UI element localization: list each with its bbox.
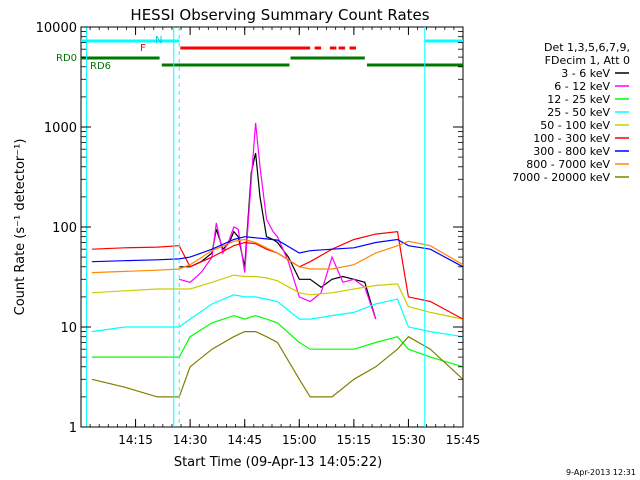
- legend-entry-label: 50 - 100 keV: [540, 119, 610, 132]
- legend-entry-label: 12 - 25 keV: [547, 93, 610, 106]
- y-axis-label: Count Rate (s⁻¹ detector⁻¹): [13, 139, 28, 316]
- series-line-6: [91, 230, 464, 320]
- legend-entry-label: 7000 - 20000 keV: [512, 171, 610, 184]
- x-axis-ticks: 14:15 14:30 14:45 15:00 15:15 15:30 15:45: [89, 27, 481, 447]
- boundary-lines: [85, 27, 426, 427]
- x-tick-label: 15:15: [337, 433, 372, 447]
- legend-entry-label: 300 - 800 keV: [533, 145, 610, 158]
- legend: Det 1,3,5,6,7,9,FDecim 1, Att 03 - 6 keV…: [512, 41, 630, 184]
- y-tick-label: 10: [60, 321, 77, 336]
- y-tick-label: 1: [69, 421, 77, 436]
- x-tick-label: 15:30: [391, 433, 426, 447]
- series-line-8: [91, 238, 464, 274]
- legend-entry-label: 25 - 50 keV: [547, 106, 610, 119]
- x-tick-label: 15:45: [446, 433, 481, 447]
- y-tick-label: 1000: [44, 121, 77, 136]
- series-line-1: [179, 152, 377, 320]
- plot-frame: [80, 26, 464, 428]
- chart-title: HESSI Observing Summary Count Rates: [130, 6, 429, 24]
- legend-entry-label: 3 - 6 keV: [561, 67, 610, 80]
- y-axis-ticks: 1 10 100 1000 10000: [36, 21, 463, 436]
- series-line-2: [179, 122, 377, 320]
- series-line-5: [91, 274, 464, 320]
- series-line-4: [91, 294, 464, 338]
- flag-label-rd6: RD6: [90, 61, 111, 72]
- series-line-7: [91, 236, 464, 268]
- flag-label-rd0: RD0: [56, 53, 77, 64]
- legend-header-line: Det 1,3,5,6,7,9,: [544, 41, 630, 54]
- legend-entry-label: 800 - 7000 keV: [526, 158, 610, 171]
- x-tick-label: 14:30: [173, 433, 208, 447]
- y-tick-label: 10000: [36, 21, 77, 36]
- legend-header-line: FDecim 1, Att 0: [545, 54, 630, 67]
- legend-entry-label: 100 - 300 keV: [533, 132, 610, 145]
- x-tick-label: 14:15: [118, 433, 153, 447]
- x-tick-label: 14:45: [227, 433, 262, 447]
- x-tick-label: 15:00: [282, 433, 317, 447]
- series-line-3: [91, 314, 464, 368]
- series-line-9: [91, 331, 464, 398]
- legend-entry-label: 6 - 12 keV: [554, 80, 610, 93]
- y-tick-label: 100: [52, 221, 77, 236]
- flag-label-n: N: [155, 35, 162, 46]
- flag-bars: [81, 39, 463, 67]
- x-axis-label: Start Time (09-Apr-13 14:05:22): [174, 455, 382, 470]
- date-stamp: 9-Apr-2013 12:31: [566, 468, 636, 477]
- flag-label-f: F: [140, 43, 146, 54]
- series-lines: [91, 122, 464, 398]
